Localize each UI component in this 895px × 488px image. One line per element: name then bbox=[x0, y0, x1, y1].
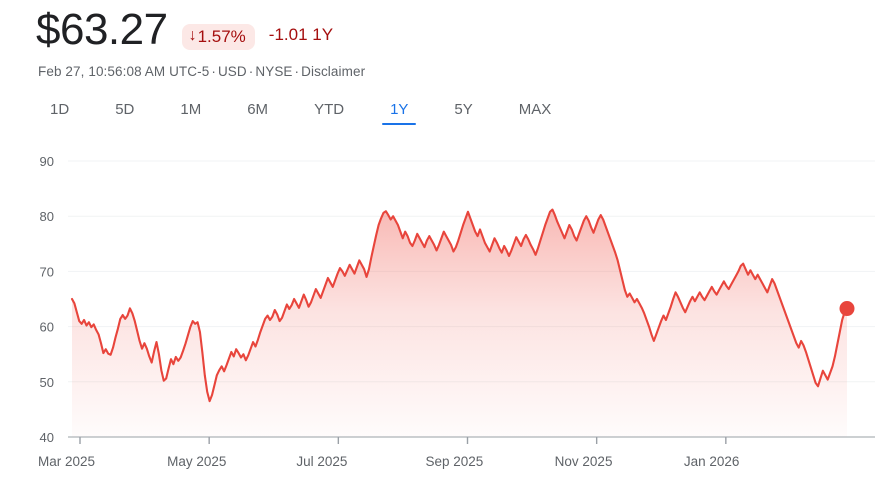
chart-x-axis-ticks bbox=[79, 437, 727, 444]
meta-currency: USD bbox=[217, 64, 247, 79]
price-chart-svg[interactable]: 40 50 60 70 80 90 Mar 2025 May 2025 Jul 2025 Sep… bbox=[0, 140, 895, 488]
chart-y-axis-labels: 40 50 60 70 80 90 bbox=[40, 154, 54, 445]
range-tab-5y[interactable]: 5Y bbox=[444, 93, 482, 125]
change-absolute-value: -1.01 1Y bbox=[268, 25, 334, 44]
chart-x-axis-labels: Mar 2025 May 2025 Jul 2025 Sep 2025 Nov 2025… bbox=[38, 454, 739, 469]
last-price-marker bbox=[839, 301, 855, 317]
y-axis-label-50: 50 bbox=[40, 375, 54, 390]
change-percent-value: 1.57% bbox=[197, 26, 246, 46]
quote-meta-line: Feb 27, 10:56:08 AM UTC-5 · USD · NYSE · Discl… bbox=[38, 64, 365, 79]
range-tab-ytd[interactable]: YTD bbox=[304, 93, 354, 125]
y-axis-label-40: 40 bbox=[40, 430, 54, 445]
meta-exchange: NYSE bbox=[255, 64, 293, 79]
range-tab-6m[interactable]: 6M bbox=[237, 93, 278, 125]
y-axis-label-70: 70 bbox=[40, 264, 54, 279]
x-axis-label-1: May 2025 bbox=[167, 454, 226, 469]
x-axis-label-3: Sep 2025 bbox=[426, 454, 484, 469]
price-area-fill bbox=[72, 209, 847, 437]
y-axis-label-90: 90 bbox=[40, 154, 54, 169]
range-tab-max[interactable]: MAX bbox=[509, 93, 562, 125]
y-axis-label-80: 80 bbox=[40, 209, 54, 224]
disclaimer-link[interactable]: Disclaimer bbox=[301, 64, 366, 79]
time-range-tabs: 1D 5D 1M 6M YTD 1Y 5Y MAX bbox=[40, 93, 561, 125]
range-tab-1y[interactable]: 1Y bbox=[380, 93, 418, 125]
current-price: $63.27 bbox=[36, 5, 168, 54]
quote-header: $63.27 ↓ 1.57% -1.01 1Y bbox=[36, 8, 333, 54]
x-axis-label-2: Jul 2025 bbox=[296, 454, 347, 469]
y-axis-label-60: 60 bbox=[40, 320, 54, 335]
meta-separator-2: · bbox=[248, 64, 254, 79]
range-tab-5d[interactable]: 5D bbox=[105, 93, 144, 125]
range-tab-1d[interactable]: 1D bbox=[40, 93, 79, 125]
change-percent-badge: ↓ 1.57% bbox=[181, 23, 255, 50]
x-axis-label-4: Nov 2025 bbox=[555, 454, 613, 469]
meta-timestamp: Feb 27, 10:56:08 AM UTC-5 bbox=[38, 64, 210, 79]
arrow-down-icon: ↓ bbox=[188, 27, 197, 44]
range-tab-1m[interactable]: 1M bbox=[170, 93, 211, 125]
price-line bbox=[70, 208, 849, 403]
x-axis-label-5: Jan 2026 bbox=[684, 454, 740, 469]
meta-separator-1: · bbox=[211, 64, 216, 79]
meta-separator-3: · bbox=[294, 64, 300, 79]
price-chart[interactable]: 40 50 60 70 80 90 Mar 2025 May 2025 Jul 2025 Sep… bbox=[0, 140, 895, 488]
x-axis-label-0: Mar 2025 bbox=[38, 454, 95, 469]
